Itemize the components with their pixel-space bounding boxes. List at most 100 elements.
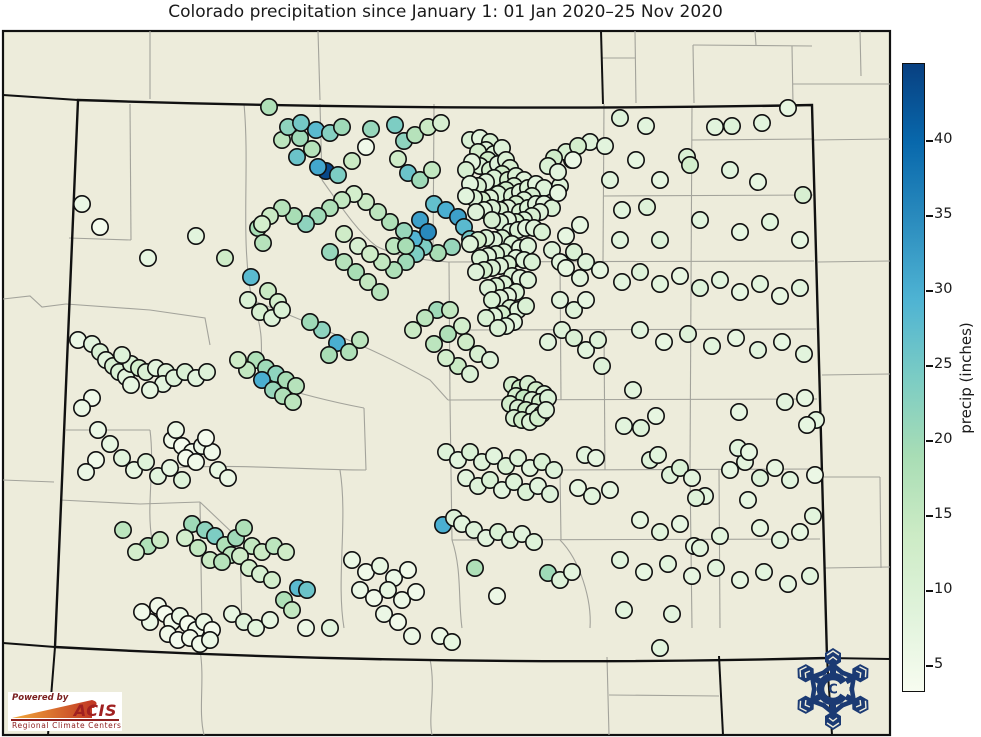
station-dot	[538, 332, 557, 351]
station-dot	[750, 518, 769, 537]
station-dot	[388, 612, 407, 631]
station-dot	[610, 231, 629, 250]
station-dot	[127, 542, 146, 561]
snowflake-c-ring	[816, 672, 850, 706]
station-dot	[563, 151, 582, 170]
station-dot	[710, 526, 729, 545]
station-dot	[504, 472, 523, 491]
colorbar-tick	[926, 289, 933, 292]
snowflake-arm	[797, 686, 827, 714]
station-dot	[730, 570, 749, 589]
station-dot	[405, 126, 424, 145]
station-dot	[219, 468, 238, 487]
station-dot	[760, 213, 779, 232]
station-dot	[415, 308, 434, 327]
station-dot	[803, 506, 822, 525]
station-dot	[508, 448, 527, 467]
snowflake-letter: C	[828, 683, 838, 698]
station-dot	[262, 570, 281, 589]
station-dot	[556, 258, 575, 277]
station-dot	[658, 554, 677, 573]
station-dot	[630, 510, 649, 529]
station-dot	[720, 460, 739, 479]
station-dot	[631, 418, 650, 437]
station-dot	[487, 586, 506, 605]
snowflake-logo: C	[797, 648, 869, 730]
station-dot	[334, 253, 353, 272]
station-dot	[662, 604, 681, 623]
station-dot	[592, 356, 611, 375]
station-dot	[564, 243, 583, 262]
acis-swoosh-icon	[12, 700, 97, 718]
station-dot	[690, 538, 709, 557]
station-dot	[460, 364, 479, 383]
station-dot	[187, 227, 206, 246]
station-dot	[610, 109, 629, 128]
station-dot	[790, 231, 809, 250]
station-dot	[258, 281, 277, 300]
station-dot	[456, 187, 475, 206]
station-dot	[702, 336, 721, 355]
station-dot	[729, 402, 748, 421]
station-dot	[595, 137, 614, 156]
station-dot	[89, 420, 108, 439]
station-dot	[482, 290, 501, 309]
station-dot	[770, 286, 789, 305]
snowflake-arm	[839, 686, 869, 714]
station-dot	[790, 278, 809, 297]
station-dot	[361, 120, 380, 139]
colorbar-tick-label: 35	[934, 205, 953, 222]
colorbar-tick-label: 15	[934, 505, 953, 522]
station-dot	[213, 552, 232, 571]
station-dot	[650, 231, 669, 250]
station-dot	[368, 203, 387, 222]
station-dot	[482, 211, 501, 230]
colorbar-tick	[926, 439, 933, 442]
station-dot	[385, 116, 404, 135]
station-dot	[272, 300, 291, 319]
station-dot	[650, 638, 669, 657]
snowflake-arm	[839, 664, 869, 692]
station-dot	[770, 530, 789, 549]
station-dot	[730, 282, 749, 301]
station-dot	[682, 468, 701, 487]
station-dot	[544, 460, 563, 479]
station-dot	[396, 237, 415, 256]
station-dot	[752, 114, 771, 133]
station-dot	[630, 262, 649, 281]
station-dot	[187, 452, 206, 471]
station-dot	[795, 388, 814, 407]
station-dot	[276, 542, 295, 561]
station-dot	[480, 470, 499, 489]
station-dot	[239, 290, 258, 309]
station-dot	[436, 348, 455, 367]
station-dot	[648, 445, 667, 464]
station-dot	[410, 171, 429, 190]
station-dot	[370, 556, 389, 575]
colorbar-tick	[926, 589, 933, 592]
station-dot	[378, 580, 397, 599]
station-dot	[705, 118, 724, 137]
station-dot	[637, 198, 656, 217]
station-dot	[364, 588, 383, 607]
station-dot	[614, 600, 633, 619]
acis-tagline: Regional Climate Centers	[12, 721, 122, 730]
station-dot	[522, 253, 541, 272]
station-dot	[722, 117, 741, 136]
station-dot	[623, 380, 642, 399]
colorbar-tick-label: 25	[934, 355, 953, 372]
station-dots	[69, 98, 825, 657]
station-dot	[282, 600, 301, 619]
station-dot	[797, 415, 816, 434]
colorbar-tick-label: 5	[934, 655, 944, 672]
station-dot	[582, 486, 601, 505]
station-dot	[198, 362, 217, 381]
station-dot	[690, 278, 709, 297]
station-dot	[253, 370, 272, 389]
station-dot	[748, 340, 767, 359]
station-dot	[678, 324, 697, 343]
station-dot	[466, 262, 485, 281]
station-dot	[73, 195, 92, 214]
station-dot	[229, 350, 248, 369]
station-dot	[133, 602, 152, 621]
